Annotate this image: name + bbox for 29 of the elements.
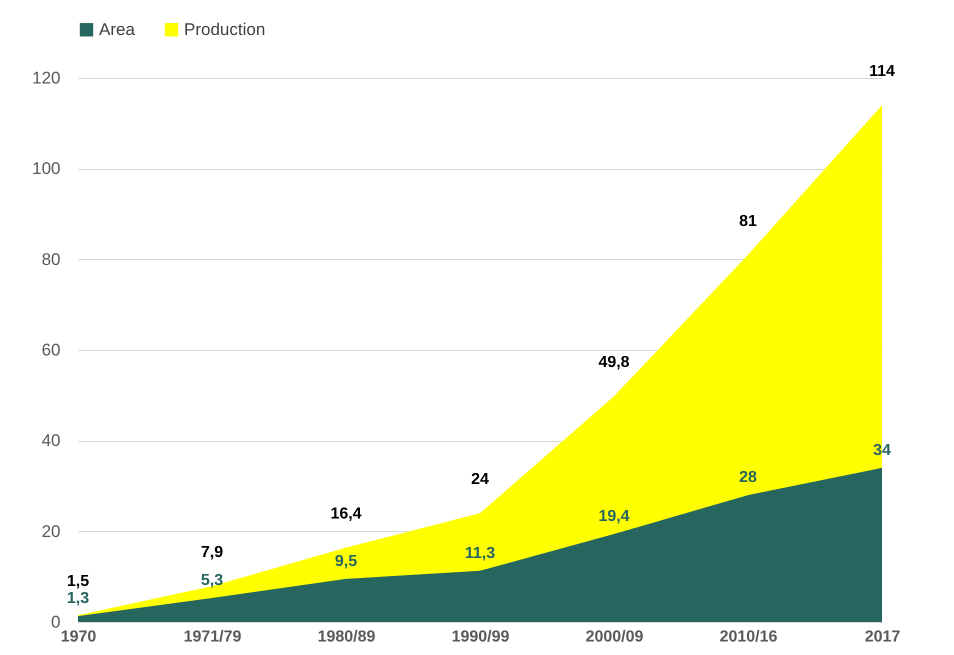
x-tick-label: 2010/16 bbox=[720, 628, 778, 646]
data-label: 81 bbox=[739, 212, 757, 230]
y-tick-label: 60 bbox=[42, 340, 60, 360]
x-tick-label: 1980/89 bbox=[318, 628, 376, 646]
data-label: 9,5 bbox=[334, 552, 358, 570]
x-tick-label: 2000/09 bbox=[586, 628, 644, 646]
y-tick-label: 120 bbox=[32, 68, 60, 88]
y-tick-label: 40 bbox=[42, 431, 60, 450]
data-label: 28 bbox=[739, 469, 757, 486]
data-label: 24 bbox=[471, 471, 489, 488]
x-tick-label: 1971/79 bbox=[184, 628, 242, 646]
x-tick-label: 2017 bbox=[864, 628, 900, 646]
legend-label: Area bbox=[99, 20, 136, 39]
y-tick-label: 80 bbox=[42, 250, 60, 269]
y-tick-label: 0 bbox=[51, 612, 60, 632]
data-label: 1,3 bbox=[66, 590, 90, 608]
data-label: 5,3 bbox=[200, 572, 224, 589]
data-label: 49,8 bbox=[598, 354, 630, 372]
data-label: 114 bbox=[869, 63, 896, 80]
data-label: 1,5 bbox=[66, 573, 90, 590]
y-tick-label: 100 bbox=[32, 159, 60, 178]
y-tick-label: 20 bbox=[42, 522, 60, 541]
x-tick-label: 1990/99 bbox=[452, 628, 510, 646]
legend-label: Production bbox=[184, 20, 266, 39]
x-tick-label: 1970 bbox=[60, 628, 96, 646]
data-label: 19,4 bbox=[598, 508, 630, 526]
data-label: 11,3 bbox=[464, 544, 496, 562]
data-label: 16,4 bbox=[330, 506, 362, 523]
data-label: 7,9 bbox=[200, 544, 224, 562]
